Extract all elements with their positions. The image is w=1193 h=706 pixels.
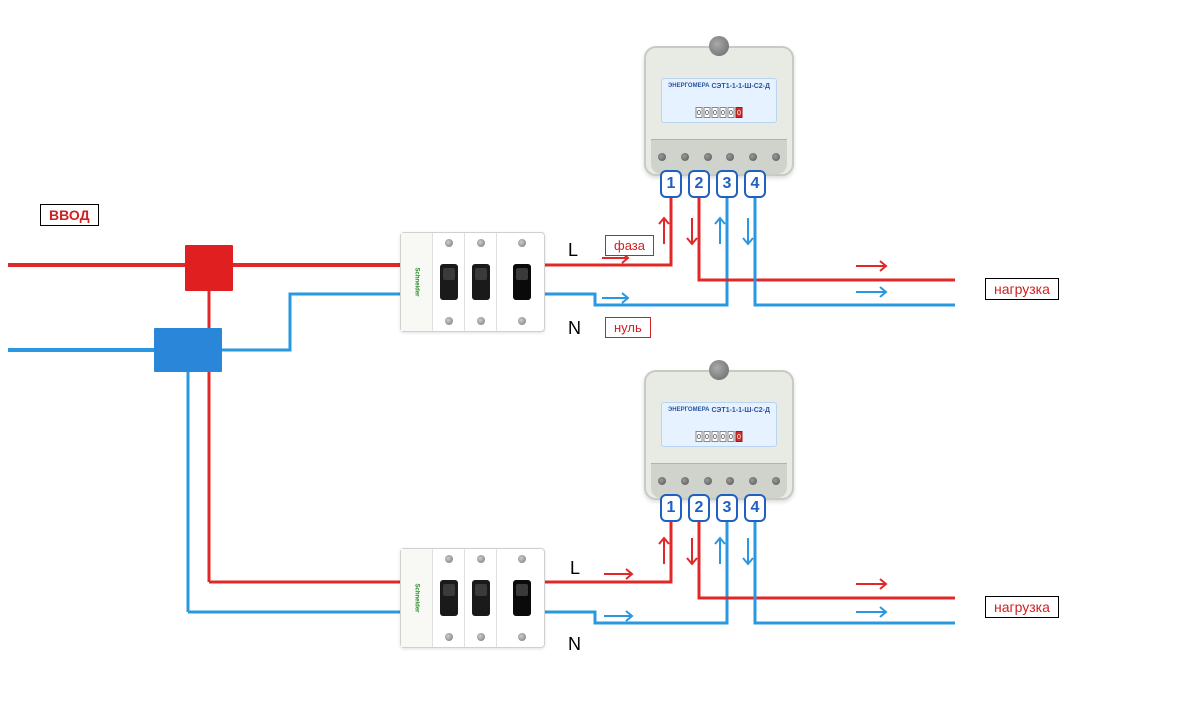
junction-blue	[154, 328, 222, 372]
label-L-top: L	[568, 240, 578, 261]
meter-brand: ЭНЕРГОМЕРА	[668, 83, 709, 89]
label-L-bottom: L	[570, 558, 580, 579]
junction-red	[185, 245, 233, 291]
label-load-top: нагрузка	[985, 278, 1059, 300]
meter-model: СЭТ1-1-1-Ш-С2-Д	[711, 83, 770, 90]
meter-digits: 000000	[696, 107, 743, 118]
terminal-1-3: 3	[716, 170, 738, 198]
terminal-1-4: 4	[744, 170, 766, 198]
terminal-1-2: 2	[688, 170, 710, 198]
breaker-brand: Schneider	[414, 583, 420, 612]
label-N-top: N	[568, 318, 581, 339]
terminal-2-2: 2	[688, 494, 710, 522]
label-load-bottom: нагрузка	[985, 596, 1059, 618]
breaker-brand: Schneider	[414, 267, 420, 296]
terminal-2-1: 1	[660, 494, 682, 522]
label-neutral-tag: нуль	[605, 317, 651, 338]
circuit-breaker-2: Schneider	[400, 548, 545, 648]
label-N-bottom: N	[568, 634, 581, 655]
circuit-breaker-1: Schneider	[400, 232, 545, 332]
meter-digits: 000000	[696, 431, 743, 442]
terminal-2-4: 4	[744, 494, 766, 522]
electricity-meter-2: ЭНЕРГОМЕРА СЭТ1-1-1-Ш-С2-Д 000000	[644, 370, 794, 500]
label-input: ВВОД	[40, 204, 99, 226]
label-phase-tag: фаза	[605, 235, 654, 256]
electricity-meter-1: ЭНЕРГОМЕРА СЭТ1-1-1-Ш-С2-Д 000000	[644, 46, 794, 176]
terminal-2-3: 3	[716, 494, 738, 522]
meter-brand: ЭНЕРГОМЕРА	[668, 407, 709, 413]
meter-model: СЭТ1-1-1-Ш-С2-Д	[711, 407, 770, 414]
terminal-1-1: 1	[660, 170, 682, 198]
